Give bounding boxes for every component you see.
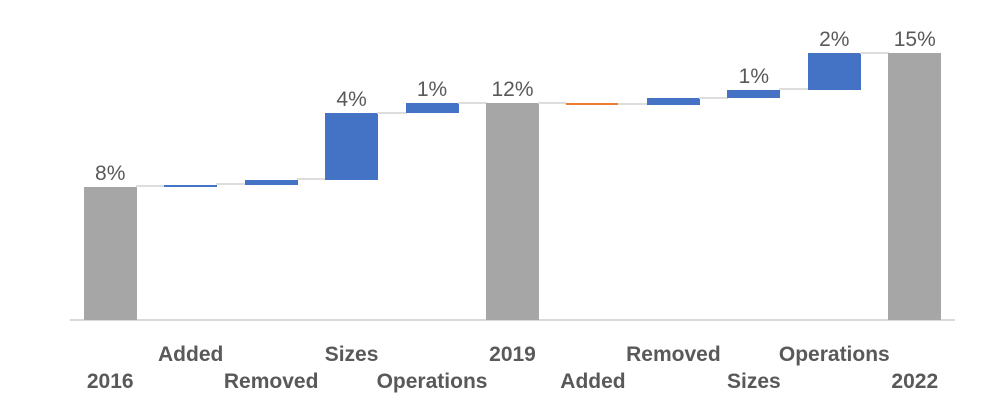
category-label-added-6: Added (560, 370, 626, 393)
connector-line-3 (377, 111, 407, 114)
connector-line-2 (296, 178, 327, 181)
connector-line-1 (216, 183, 246, 186)
waterfall-bar-removed-2[interactable] (244, 179, 298, 185)
waterfall-bar-added-6[interactable] (566, 103, 620, 106)
connector-line-4 (457, 101, 487, 104)
category-label-sizes-3: Sizes (324, 343, 379, 366)
x-axis-line (70, 319, 955, 321)
data-label-2016-0: 8% (95, 161, 126, 185)
data-label-2019-5: 12% (491, 78, 534, 102)
category-label-2019-5: 2019 (489, 343, 536, 366)
data-label-operations-4: 1% (416, 78, 448, 102)
category-label-operations-4: Operations (376, 370, 488, 393)
waterfall-bar-2022-10[interactable] (888, 53, 942, 320)
data-label-operations-9: 2% (819, 28, 850, 52)
category-label-2016-0: 2016 (86, 370, 134, 393)
connector-line-9 (859, 51, 890, 54)
waterfall-bar-2016-0[interactable] (83, 186, 137, 320)
category-label-removed-2: Removed (223, 370, 319, 393)
waterfall-bar-sizes-8[interactable] (727, 89, 781, 99)
data-label-2022-10: 15% (893, 28, 936, 52)
connector-line-5 (538, 101, 568, 104)
connector-line-7 (698, 96, 729, 99)
category-label-removed-7: Removed (626, 343, 721, 366)
data-label-sizes-8: 1% (738, 64, 770, 88)
category-label-added-1: Added (158, 343, 224, 366)
category-label-sizes-8: Sizes (727, 370, 781, 393)
waterfall-bar-removed-7[interactable] (646, 98, 700, 105)
waterfall-bar-operations-9[interactable] (807, 53, 861, 90)
waterfall-bar-added-1[interactable] (164, 184, 218, 187)
connector-line-6 (618, 103, 648, 106)
waterfall-bar-sizes-3[interactable] (325, 113, 379, 180)
category-label-2022-10: 2022 (891, 370, 939, 393)
connector-line-0 (135, 185, 166, 188)
connector-line-8 (779, 88, 809, 91)
data-label-sizes-3: 4% (336, 88, 367, 112)
waterfall-bar-2019-5[interactable] (486, 103, 539, 320)
waterfall-bar-operations-4[interactable] (405, 103, 459, 114)
category-label-operations-9: Operations (778, 343, 890, 366)
